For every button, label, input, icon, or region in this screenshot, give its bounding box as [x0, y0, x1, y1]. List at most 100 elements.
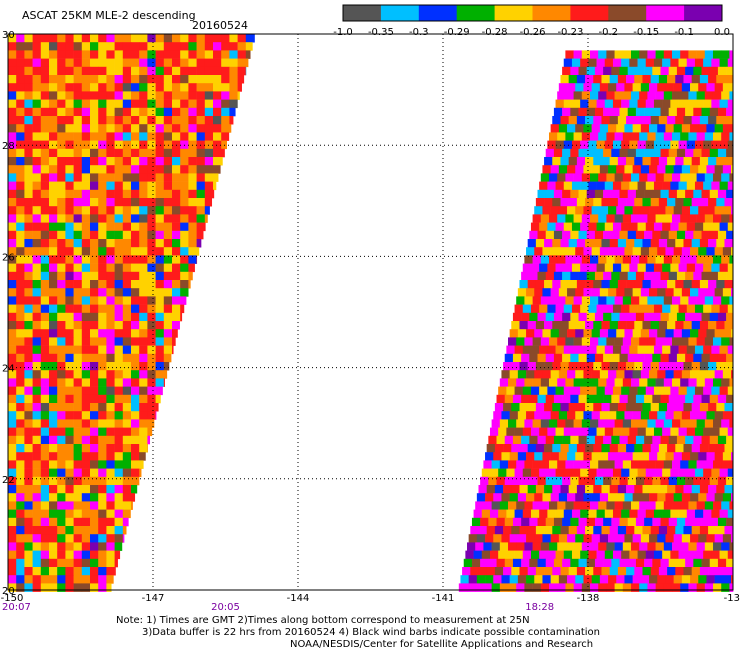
swath-cell: [533, 296, 542, 305]
swath-cell: [164, 182, 173, 191]
swath-cell: [16, 403, 25, 412]
swath-cell: [567, 165, 576, 174]
swath-cell: [560, 239, 569, 248]
swath-cell: [131, 419, 140, 428]
swath-cell: [106, 67, 115, 76]
swath-cell: [646, 182, 655, 191]
swath-cell: [123, 239, 132, 248]
swath-cell: [693, 108, 702, 117]
swath-cell: [147, 305, 156, 314]
swath-cell: [618, 567, 627, 576]
swath-cell: [615, 378, 624, 387]
swath-cell: [639, 132, 648, 141]
swath-cell: [693, 477, 702, 486]
swath-cell: [33, 239, 42, 248]
swath-cell: [98, 223, 107, 232]
swath-cell: [519, 444, 528, 453]
swath-cell: [661, 231, 670, 240]
swath-cell: [580, 469, 589, 478]
swath-cell: [49, 329, 58, 338]
swath-cell: [156, 42, 165, 51]
swath-cell: [702, 354, 711, 363]
swath-cell: [24, 337, 33, 346]
swath-cell: [115, 419, 124, 428]
swath-cell: [624, 206, 633, 215]
swath-cell: [123, 378, 132, 387]
swath-cell: [629, 305, 638, 314]
swath-cell: [205, 149, 214, 158]
swath-cell: [606, 296, 615, 305]
swath-cell: [90, 428, 99, 437]
swath-cell: [82, 452, 91, 461]
swath-cell: [500, 501, 509, 510]
swath-cell: [636, 354, 645, 363]
swath-cell: [16, 477, 25, 486]
swath-cell: [515, 428, 524, 437]
swath-cell: [90, 575, 99, 584]
swath-cell: [557, 91, 566, 100]
swath-cell: [521, 559, 530, 568]
swath-cell: [531, 428, 540, 437]
swath-cell: [528, 567, 537, 576]
swath-cell: [624, 452, 633, 461]
swath-cell: [131, 231, 140, 240]
swath-cell: [156, 223, 165, 232]
swath-cell: [156, 321, 165, 330]
swath-cell: [493, 452, 502, 461]
swath-cell: [697, 542, 706, 551]
swath-cell: [147, 83, 156, 92]
swath-cell: [541, 419, 550, 428]
swath-cell: [123, 223, 132, 232]
swath-cell: [575, 165, 584, 174]
swath-cell: [41, 518, 50, 527]
swath-cell: [592, 165, 601, 174]
swath-cell: [172, 108, 181, 117]
swath-cell: [579, 231, 588, 240]
swath-cell: [651, 362, 660, 371]
swath-cell: [647, 173, 656, 182]
swath-cell: [695, 428, 704, 437]
swath-cell: [570, 518, 579, 527]
swath-cell: [590, 50, 599, 59]
swath-cell: [711, 510, 720, 518]
swath-cell: [49, 108, 58, 117]
swath-cell: [620, 190, 629, 199]
swath-cell: [519, 321, 528, 330]
swath-cell: [172, 59, 181, 68]
swath-cell: [497, 395, 506, 404]
swath-cell: [724, 198, 733, 207]
swath-cell: [500, 542, 509, 551]
swath-cell: [579, 313, 588, 322]
swath-cell: [115, 149, 124, 158]
swath-cell: [164, 264, 173, 273]
swath-cell: [65, 198, 74, 207]
swath-cell: [629, 510, 638, 518]
swath-cell: [41, 124, 50, 133]
swath-cell: [65, 296, 74, 305]
swath-cell: [649, 370, 658, 379]
swath-cell: [487, 485, 496, 494]
swath-cell: [624, 247, 633, 256]
swath-cell: [188, 206, 197, 215]
swath-cell: [180, 223, 189, 232]
swath-cell: [188, 75, 197, 84]
swath-cell: [521, 272, 530, 281]
swath-cell: [139, 387, 148, 396]
swath-cell: [65, 395, 74, 404]
swath-cell: [33, 198, 42, 207]
swath-cell: [646, 551, 655, 560]
swath-cell: [90, 551, 99, 560]
swath-cell: [664, 296, 673, 305]
swath-cell: [16, 264, 25, 273]
swath-cell: [501, 411, 510, 420]
swath-cell: [590, 173, 599, 182]
swath-cell: [656, 173, 665, 182]
swath-cell: [515, 551, 524, 560]
swath-cell: [662, 510, 671, 518]
swath-cell: [564, 551, 573, 560]
swath-cell: [8, 403, 17, 412]
swath-cell: [57, 42, 65, 51]
colorbar-swatch: [570, 5, 608, 21]
swath-cell: [205, 67, 214, 76]
swath-cell: [667, 280, 676, 289]
